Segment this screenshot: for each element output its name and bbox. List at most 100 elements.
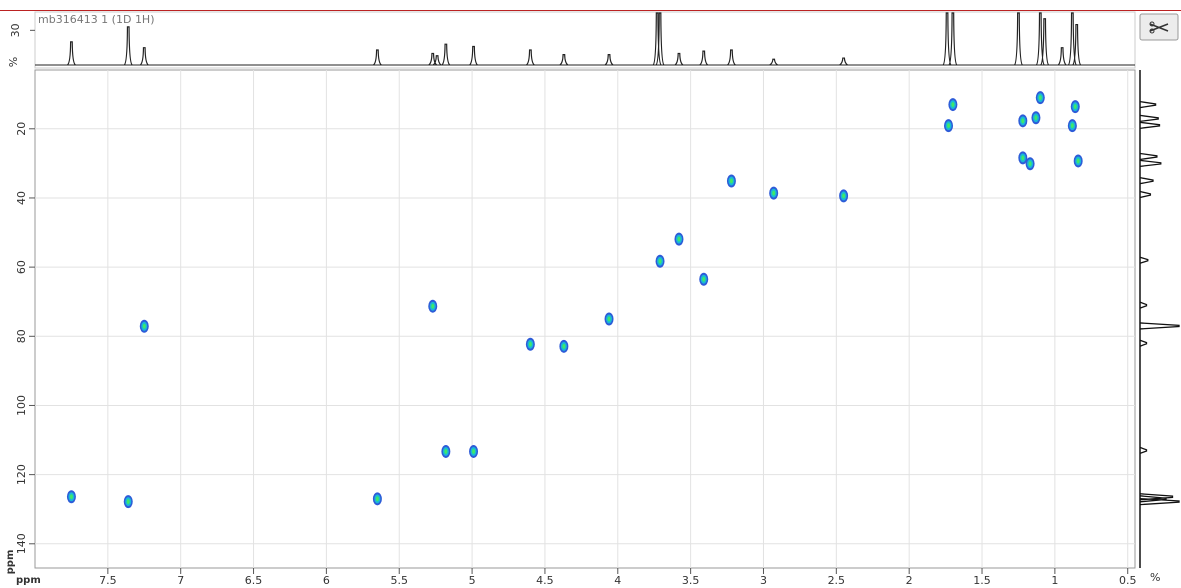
carbon-peak bbox=[1139, 121, 1161, 129]
contour bbox=[1076, 158, 1080, 164]
contour bbox=[1028, 161, 1032, 167]
contour bbox=[69, 494, 73, 500]
cross-peak bbox=[372, 492, 382, 506]
carbon-unit-label: % bbox=[1150, 571, 1160, 584]
contour bbox=[947, 123, 951, 129]
plot-area bbox=[34, 69, 1136, 569]
cross-peak bbox=[1067, 119, 1077, 133]
carbon-peak bbox=[1139, 177, 1154, 185]
y-tick-label: 80 bbox=[15, 329, 28, 343]
carbon-peak bbox=[1139, 114, 1159, 123]
proton-peak bbox=[655, 12, 665, 66]
carbon-peak bbox=[1139, 497, 1180, 506]
cross-peak bbox=[655, 254, 665, 268]
contour bbox=[1073, 104, 1077, 110]
proton-peak bbox=[1013, 12, 1023, 66]
x-tick-label: 1.5 bbox=[973, 574, 991, 587]
x-tick-label: 6 bbox=[323, 574, 330, 587]
proton-peak bbox=[1072, 23, 1082, 66]
cross-peak bbox=[944, 119, 954, 133]
contour bbox=[375, 496, 379, 502]
cross-peak bbox=[428, 299, 438, 313]
proton-peak bbox=[769, 58, 779, 66]
cross-peak bbox=[1018, 114, 1028, 128]
proton-peak bbox=[652, 12, 662, 66]
contour bbox=[729, 178, 733, 184]
cross-peak bbox=[1035, 91, 1045, 105]
cross-peak bbox=[559, 339, 569, 353]
proton-y-tick-label: 30 bbox=[9, 23, 22, 37]
cross-peak bbox=[1070, 100, 1080, 114]
contour bbox=[528, 341, 532, 347]
carbon-peak bbox=[1139, 100, 1157, 109]
cross-peak bbox=[726, 174, 736, 188]
carbon-peak bbox=[1139, 446, 1148, 455]
contour bbox=[951, 102, 955, 108]
proton-peak bbox=[432, 55, 442, 66]
x-tick-label: 2.5 bbox=[828, 574, 846, 587]
carbon-peak bbox=[1139, 190, 1152, 199]
cross-peak bbox=[441, 444, 451, 458]
tool-button[interactable] bbox=[1139, 13, 1179, 41]
carbon-peak bbox=[1139, 152, 1158, 161]
cross-peak bbox=[604, 312, 614, 326]
proton-peak bbox=[839, 57, 848, 66]
proton-peak bbox=[674, 52, 684, 66]
y-tick-label: 120 bbox=[15, 464, 28, 485]
cross-peak bbox=[839, 189, 849, 203]
carbon-peak bbox=[1139, 159, 1162, 168]
contour bbox=[607, 316, 611, 322]
cross-peak bbox=[1031, 111, 1041, 125]
proton-peak bbox=[559, 54, 569, 66]
x-tick-label: 6.5 bbox=[245, 574, 263, 587]
carbon-peak bbox=[1139, 301, 1148, 309]
chart-title: mb316413 1 (1D 1H) bbox=[38, 13, 155, 26]
contour bbox=[1034, 115, 1038, 121]
contour bbox=[1021, 155, 1025, 161]
carbon-peak bbox=[1139, 493, 1174, 501]
proton-peak bbox=[66, 41, 76, 66]
proton-peak bbox=[699, 50, 709, 66]
y-tick-label: 20 bbox=[15, 122, 28, 136]
contour bbox=[772, 190, 776, 196]
carbon-panel bbox=[1136, 70, 1181, 568]
cross-peak bbox=[1018, 151, 1028, 165]
proton-peak bbox=[604, 54, 614, 66]
x-axis-label: ppm bbox=[16, 575, 41, 586]
contour bbox=[842, 193, 846, 199]
cross-peak bbox=[123, 495, 133, 509]
x-tick-label: 7 bbox=[177, 574, 184, 587]
x-tick-label: 2 bbox=[906, 574, 913, 587]
cross-peak bbox=[1073, 154, 1083, 168]
contour bbox=[472, 448, 476, 454]
y-tick-label: 40 bbox=[15, 191, 28, 205]
proton-peak bbox=[372, 49, 382, 66]
cross-peak bbox=[66, 490, 76, 504]
x-tick-label: 0.5 bbox=[1119, 574, 1137, 587]
contour bbox=[658, 258, 662, 264]
cross-peak bbox=[674, 232, 684, 246]
cross-peak bbox=[1025, 157, 1035, 171]
x-tick-label: 4.5 bbox=[536, 574, 554, 587]
proton-peak bbox=[123, 26, 133, 66]
cross-peak bbox=[139, 319, 149, 333]
contour bbox=[1038, 95, 1042, 101]
y-axis-label: ppm bbox=[5, 550, 16, 575]
x-tick-label: 5 bbox=[469, 574, 476, 587]
proton-peak bbox=[1057, 47, 1067, 66]
cross-peak bbox=[699, 272, 709, 286]
y-tick-label: 100 bbox=[15, 395, 28, 416]
carbon-peak bbox=[1139, 339, 1148, 347]
proton-unit-label: % bbox=[7, 57, 20, 67]
carbon-peak bbox=[1139, 256, 1149, 264]
x-tick-label: 3 bbox=[760, 574, 767, 587]
cross-peak bbox=[769, 186, 779, 200]
proton-peak bbox=[727, 49, 736, 66]
contour bbox=[431, 303, 435, 309]
contour bbox=[1070, 123, 1074, 129]
proton-peak bbox=[441, 43, 451, 66]
proton-peak bbox=[469, 45, 478, 66]
contour bbox=[562, 343, 566, 349]
contour bbox=[444, 448, 448, 454]
proton-peak bbox=[942, 12, 952, 66]
